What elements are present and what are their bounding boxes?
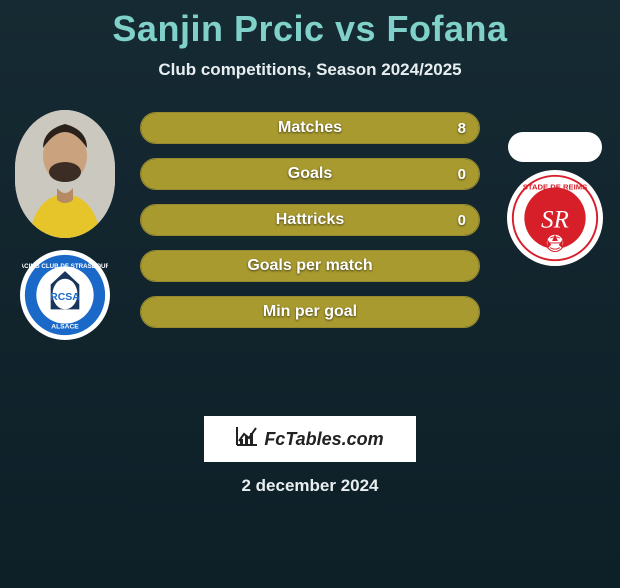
bar-label: Hattricks: [140, 204, 480, 236]
bar-value-right: 0: [458, 204, 466, 236]
svg-text:ALSACE: ALSACE: [51, 323, 79, 330]
club-logo-right: STADE DE REIMS SR: [507, 170, 603, 266]
bar-label: Goals: [140, 158, 480, 190]
svg-text:RCSA: RCSA: [50, 291, 80, 303]
stat-row: Hattricks 0: [140, 204, 480, 236]
left-column: RCSA RACING CLUB DE STRASBOURG ALSACE: [10, 110, 120, 340]
bar-label: Matches: [140, 112, 480, 144]
stat-row: Goals per match: [140, 250, 480, 282]
bar-value-right: 8: [458, 112, 466, 144]
svg-text:SR: SR: [541, 207, 569, 234]
svg-text:STADE DE REIMS: STADE DE REIMS: [523, 182, 588, 191]
stat-row: Matches 8: [140, 112, 480, 144]
svg-text:RACING CLUB DE STRASBOURG: RACING CLUB DE STRASBOURG: [22, 263, 108, 270]
stat-row: Min per goal: [140, 296, 480, 328]
chart-icon: [236, 426, 258, 452]
stat-row: Goals 0: [140, 158, 480, 190]
page-title: Sanjin Prcic vs Fofana: [0, 8, 620, 50]
page-subtitle: Club competitions, Season 2024/2025: [0, 60, 620, 80]
right-column: STADE DE REIMS SR: [500, 110, 610, 266]
bar-label: Goals per match: [140, 250, 480, 282]
comparison-row: RCSA RACING CLUB DE STRASBOURG ALSACE Ma…: [0, 110, 620, 390]
player-photo-left: [15, 110, 115, 238]
brand-badge: FcTables.com: [204, 416, 416, 462]
stat-bars: Matches 8 Goals 0 Hattricks 0 Goals pe: [140, 110, 480, 328]
date-label: 2 december 2024: [0, 476, 620, 496]
brand-label: FcTables.com: [264, 429, 383, 450]
bar-value-right: 0: [458, 158, 466, 190]
club-logo-left: RCSA RACING CLUB DE STRASBOURG ALSACE: [20, 250, 110, 340]
bar-label: Min per goal: [140, 296, 480, 328]
